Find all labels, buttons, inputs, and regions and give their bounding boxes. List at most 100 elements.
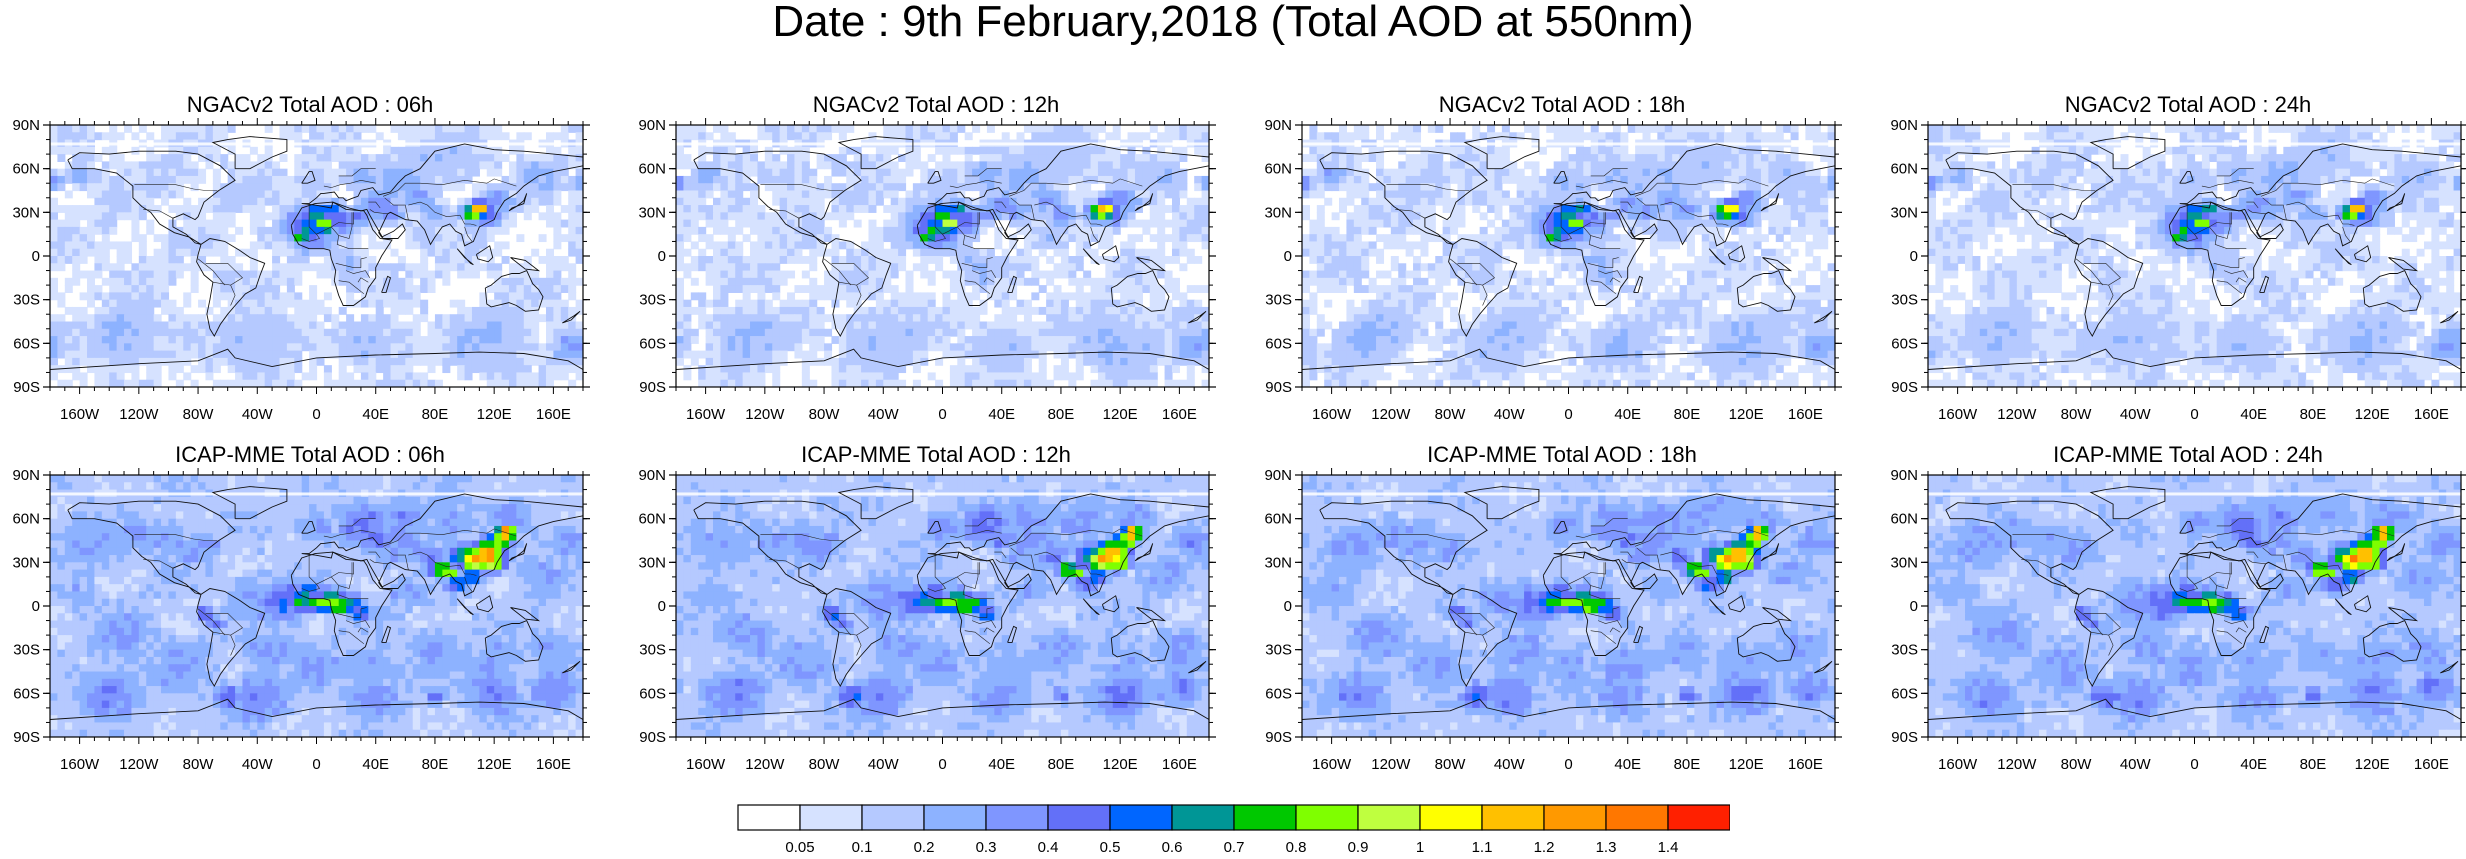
lon-tick-label: 120E [1729,756,1764,773]
lat-tick-label: 0 [658,598,666,615]
aod-field [50,475,584,738]
colorbar-label: 1.1 [1472,839,1493,854]
lon-tick-label: 40E [1614,406,1641,423]
lat-tick-label: 90S [1891,379,1918,396]
lat-tick-label: 60N [1890,511,1918,528]
lon-tick-label: 160E [2414,756,2449,773]
lat-tick-label: 90S [639,729,666,746]
colorbar-box [862,805,924,830]
colorbar-box [1296,805,1358,830]
lat-tick-label: 60N [638,511,666,528]
lat-tick-label: 30S [639,642,666,659]
lat-tick-label: 0 [1910,248,1918,265]
lat-tick-label: 30S [639,292,666,309]
lat-tick-label: 90S [1265,729,1292,746]
lon-tick-label: 160W [60,406,100,423]
figure-title: Date : 9th February,2018 (Total AOD at 5… [0,0,2466,48]
lat-tick-label: 30N [1890,554,1918,571]
lat-tick-label: 60S [1891,335,1918,352]
lat-tick-label: 60N [638,161,666,178]
lat-tick-label: 90N [1264,117,1292,134]
lon-tick-label: 160E [1162,756,1197,773]
lon-tick-label: 120E [477,756,512,773]
lon-tick-label: 40E [988,756,1015,773]
lon-tick-label: 160W [1312,756,1352,773]
colorbar-label: 1.3 [1596,839,1617,854]
colorbar-label: 0.9 [1348,839,1369,854]
lat-tick-label: 90N [12,467,40,484]
lon-tick-label: 80W [2061,406,2093,423]
colorbar-box [1110,805,1172,830]
lon-tick-label: 120E [477,406,512,423]
lon-tick-label: 0 [938,406,946,423]
lat-tick-label: 60S [13,335,40,352]
lat-tick-label: 60N [12,511,40,528]
lat-tick-label: 30N [1264,204,1292,221]
lon-tick-label: 160W [1938,406,1978,423]
lon-tick-label: 0 [938,756,946,773]
lon-tick-label: 80E [1674,406,1701,423]
lon-tick-label: 160E [1788,756,1823,773]
lat-tick-label: 0 [658,248,666,265]
lat-tick-label: 90N [12,117,40,134]
colorbar-box [1234,805,1296,830]
lat-tick-label: 90N [638,117,666,134]
lat-tick-label: 30S [13,642,40,659]
lat-tick-label: 90S [13,729,40,746]
lon-tick-label: 80W [809,756,841,773]
aod-field [1302,475,1836,738]
lon-tick-label: 80W [1435,756,1467,773]
lon-tick-label: 80E [422,756,449,773]
lon-tick-label: 80E [422,406,449,423]
lon-tick-label: 160W [1312,406,1352,423]
lon-tick-label: 160E [536,756,571,773]
colorbar-box [1668,805,1730,830]
lon-tick-label: 160E [536,406,571,423]
lon-tick-label: 0 [1564,406,1572,423]
lat-tick-label: 30S [1265,292,1292,309]
lon-tick-label: 120W [119,406,159,423]
lat-tick-label: 90N [1264,467,1292,484]
colorbar-box [1358,805,1420,830]
lat-tick-label: 90S [1265,379,1292,396]
colorbar-label: 0.3 [976,839,997,854]
colorbar-label: 0.5 [1100,839,1121,854]
lat-tick-label: 30S [13,292,40,309]
lat-tick-label: 0 [32,248,40,265]
lon-tick-label: 120W [1997,756,2037,773]
colorbar-label: 1 [1416,839,1424,854]
lon-tick-label: 80W [2061,756,2093,773]
lat-tick-label: 30N [1264,554,1292,571]
lon-tick-label: 80W [183,406,215,423]
lon-tick-label: 80W [1435,406,1467,423]
aod-field [1928,125,2462,388]
lon-tick-label: 120W [1371,406,1411,423]
lat-tick-label: 0 [1284,598,1292,615]
lon-tick-label: 40W [868,406,900,423]
colorbar-box [1048,805,1110,830]
lon-tick-label: 160W [686,756,726,773]
lon-tick-label: 40E [362,406,389,423]
lat-tick-label: 30N [12,204,40,221]
lat-tick-label: 30S [1265,642,1292,659]
lon-tick-label: 0 [2190,406,2198,423]
lat-tick-label: 0 [1910,598,1918,615]
lon-tick-label: 40E [2240,756,2267,773]
lat-tick-label: 30S [1891,292,1918,309]
lon-tick-label: 120E [1103,406,1138,423]
lat-tick-label: 90N [1890,467,1918,484]
lon-tick-label: 120E [1729,406,1764,423]
aod-field [676,125,1210,388]
lat-tick-label: 60N [12,161,40,178]
lon-tick-label: 160W [60,756,100,773]
aod-field [50,125,584,388]
lon-tick-label: 40W [1494,406,1526,423]
